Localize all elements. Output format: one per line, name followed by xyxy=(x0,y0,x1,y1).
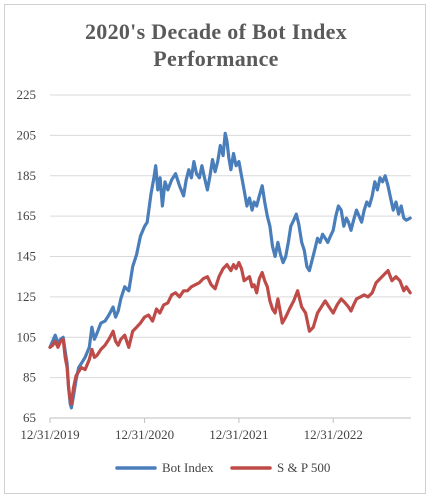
legend: Bot Index S & P 500 xyxy=(115,460,330,475)
series-line-bot-index xyxy=(48,131,412,410)
legend-item-sp500: S & P 500 xyxy=(230,460,330,475)
x-tick-label: 12/31/2020 xyxy=(115,427,174,442)
legend-item-bot-index: Bot Index xyxy=(115,460,214,475)
y-tick-label: 105 xyxy=(17,329,37,344)
x-tick-label: 12/31/2019 xyxy=(20,427,79,442)
x-tick-label: 12/31/2021 xyxy=(209,427,268,442)
y-tick-label: 205 xyxy=(17,127,37,142)
chart-frame xyxy=(4,4,426,494)
y-tick-label: 85 xyxy=(23,370,36,385)
y-tick-label: 145 xyxy=(17,249,37,264)
y-tick-label: 165 xyxy=(17,208,37,223)
chart-title: 2020's Decade of Bot Index Performance xyxy=(0,18,432,72)
y-axis: 65 85 105 125 145 165 185 205 225 xyxy=(17,87,37,425)
y-tick-label: 185 xyxy=(17,168,37,183)
y-tick-label: 65 xyxy=(23,410,36,425)
x-tick-label: 12/31/2022 xyxy=(304,427,363,442)
series-lines xyxy=(48,131,412,410)
chart-title-line-1: 2020's Decade of Bot Index xyxy=(84,19,347,44)
y-tick-label: 225 xyxy=(17,87,37,102)
legend-label: Bot Index xyxy=(162,460,214,475)
x-axis: 12/31/2019 12/31/2020 12/31/2021 12/31/2022 xyxy=(20,417,411,442)
legend-label: S & P 500 xyxy=(277,460,330,475)
gridlines xyxy=(50,94,411,419)
y-tick-label: 125 xyxy=(17,289,37,304)
series-line-sp500 xyxy=(48,261,412,406)
chart-title-line-2: Performance xyxy=(153,46,279,71)
